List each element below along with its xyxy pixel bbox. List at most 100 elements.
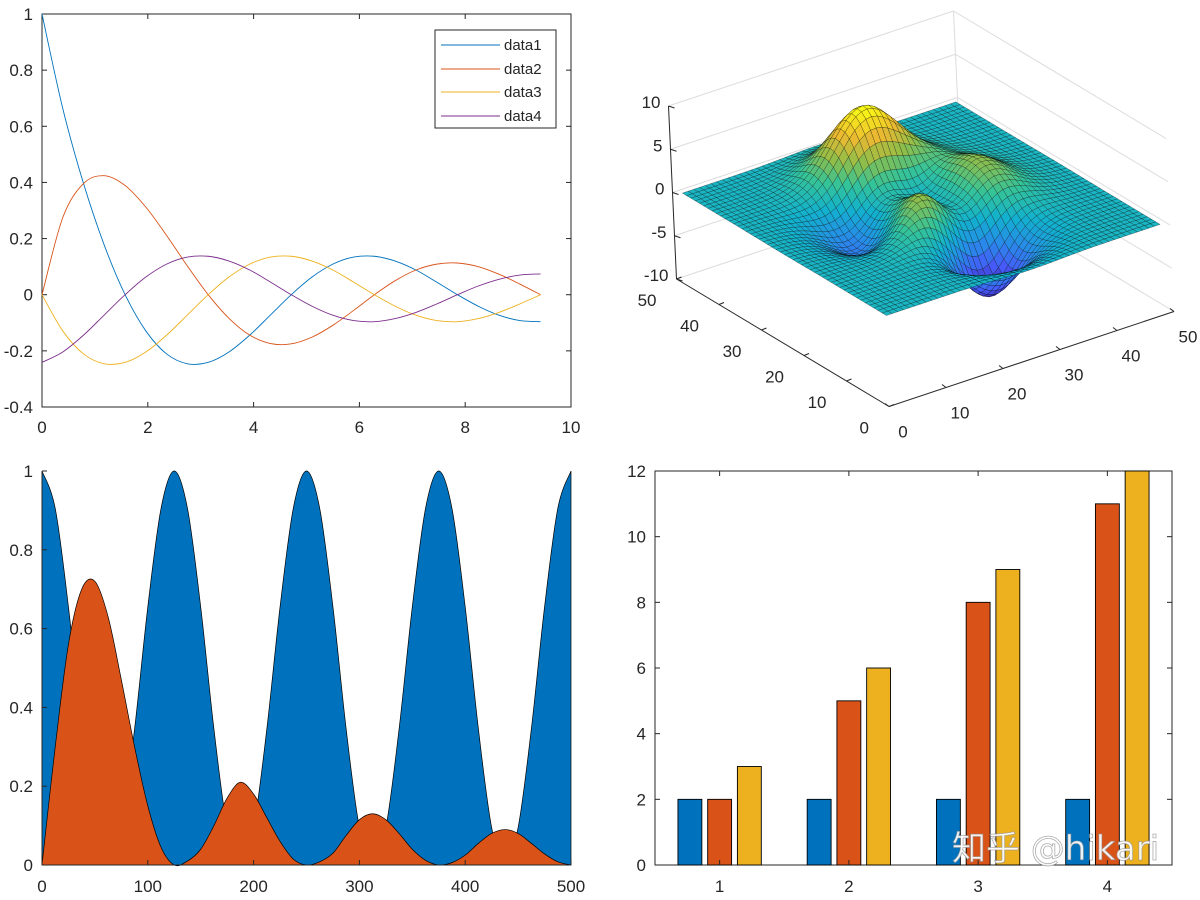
y-tick-label: 50 xyxy=(638,291,657,310)
x-tick-label: 0 xyxy=(37,877,46,896)
x-tick-label: 4 xyxy=(1103,877,1112,896)
surface-face xyxy=(881,310,893,316)
legend-label: data3 xyxy=(504,84,542,101)
x-tick-label: 300 xyxy=(345,877,373,896)
z-tick xyxy=(668,105,675,109)
y-tick xyxy=(846,378,852,382)
x-tick-label: 2 xyxy=(844,877,853,896)
y-tick-label: 0.4 xyxy=(9,698,33,717)
z-tick-label: -10 xyxy=(644,266,669,285)
x-tick-label: 400 xyxy=(451,877,479,896)
y-tick xyxy=(888,404,895,407)
x-tick xyxy=(1169,308,1175,312)
area-series-2 xyxy=(41,578,572,867)
x-tick-label: 30 xyxy=(1065,366,1084,385)
bar xyxy=(995,569,1021,866)
y-tick-label: -0.4 xyxy=(4,398,33,417)
grid-line xyxy=(672,97,958,193)
x-tick-label: 200 xyxy=(239,877,267,896)
z-tick-label: -5 xyxy=(651,223,666,242)
z-tick xyxy=(670,148,677,152)
grid-line xyxy=(955,53,1169,183)
y-tick-label: 12 xyxy=(627,462,646,481)
y-tick-label: -0.2 xyxy=(4,342,33,361)
y-tick xyxy=(761,327,767,331)
legend-box xyxy=(434,29,557,129)
x-tick-label: 1 xyxy=(715,877,724,896)
x-tick-label: 3 xyxy=(973,877,982,896)
z-tick xyxy=(676,278,683,282)
z-tick-label: 0 xyxy=(655,180,664,199)
x-tick-label: 50 xyxy=(1179,328,1198,347)
x-tick-label: 0 xyxy=(37,418,46,437)
x-tick xyxy=(998,365,1004,369)
y-tick xyxy=(718,302,725,305)
y-tick-label: 0 xyxy=(637,856,646,875)
z-tick-label: 10 xyxy=(642,93,661,112)
x-tick-label: 4 xyxy=(249,418,258,437)
y-tick-label: 8 xyxy=(637,593,646,612)
z-tick xyxy=(672,192,679,195)
watermark: 知乎 @hikari xyxy=(952,829,1159,869)
series-line-data3 xyxy=(41,255,541,365)
legend-label: data4 xyxy=(504,108,542,125)
x-tick-label: 100 xyxy=(134,877,162,896)
y-tick-label: 20 xyxy=(765,368,784,387)
axes-box xyxy=(654,470,1173,866)
y-tick-label: 0.2 xyxy=(9,230,33,249)
y-tick-label: 0.4 xyxy=(9,173,33,192)
x-tick-label: 2 xyxy=(143,418,152,437)
x-tick-label: 20 xyxy=(1008,385,1027,404)
grid-line xyxy=(957,97,1171,226)
y-tick-label: 10 xyxy=(627,528,646,547)
legend: data1 data2 data3 data4 xyxy=(434,29,557,129)
y-tick-label: 30 xyxy=(723,342,742,361)
y-tick-label: 0 xyxy=(860,419,869,438)
bar xyxy=(866,667,892,866)
x-tick xyxy=(1112,327,1118,331)
x-tick-label: 10 xyxy=(562,418,581,437)
series-line-data2 xyxy=(41,175,541,346)
x-axis-line xyxy=(888,311,1175,407)
x-tick xyxy=(941,384,947,388)
y-tick-label: 0.8 xyxy=(9,541,33,560)
bar xyxy=(736,766,762,866)
x-tick-label: 6 xyxy=(355,418,364,437)
y-tick-label: 0 xyxy=(24,856,33,875)
series-line-data4 xyxy=(41,255,541,363)
x-tick xyxy=(884,403,890,407)
legend-label: data2 xyxy=(504,61,542,78)
x-tick-label: 10 xyxy=(951,404,970,423)
legend-label: data1 xyxy=(504,37,542,54)
x-tick-label: 8 xyxy=(460,418,469,437)
x-tick-label: 40 xyxy=(1122,347,1141,366)
y-tick-label: 1 xyxy=(24,5,33,24)
bar xyxy=(965,601,991,866)
bar xyxy=(836,700,862,866)
z-tick xyxy=(674,235,681,239)
bar xyxy=(1124,470,1150,866)
y-tick-label: 10 xyxy=(808,393,827,412)
bar xyxy=(806,798,832,866)
bar xyxy=(935,798,961,866)
area-plot-axes: 0 100 200 300 400 500 0 0.2 0.4 0.6 0.8 1 xyxy=(9,462,585,896)
y-tick-label: 0.6 xyxy=(9,117,33,136)
y-tick-label: 4 xyxy=(637,725,646,744)
grid-line xyxy=(670,53,956,150)
y-tick-label: 0.8 xyxy=(9,61,33,80)
x-tick-label: 500 xyxy=(557,877,585,896)
bar xyxy=(707,798,733,866)
bar xyxy=(1094,503,1120,866)
z-tick-label: 5 xyxy=(653,136,662,155)
x-tick-label: 0 xyxy=(898,423,907,442)
y-axis-line xyxy=(676,278,890,407)
grid-line xyxy=(668,10,954,107)
y-tick-label: 0 xyxy=(24,286,33,305)
x-tick xyxy=(1055,346,1061,350)
y-tick-label: 0.6 xyxy=(9,620,33,639)
y-tick-label: 2 xyxy=(637,790,646,809)
surface-plot-axes: -10 -5 0 5 10 0 10 20 30 40 50 0 10 20 30 40 50 xyxy=(638,10,1198,442)
